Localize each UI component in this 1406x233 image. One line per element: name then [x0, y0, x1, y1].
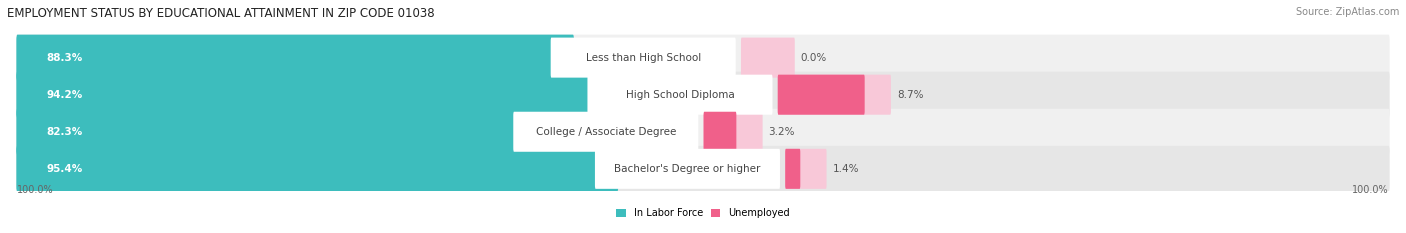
FancyBboxPatch shape: [778, 75, 891, 115]
Text: College / Associate Degree: College / Associate Degree: [536, 127, 676, 137]
Text: High School Diploma: High School Diploma: [626, 90, 734, 100]
Text: Source: ZipAtlas.com: Source: ZipAtlas.com: [1295, 7, 1399, 17]
Text: 88.3%: 88.3%: [46, 53, 83, 63]
FancyBboxPatch shape: [703, 112, 762, 152]
Text: 3.2%: 3.2%: [769, 127, 794, 137]
Text: 100.0%: 100.0%: [1353, 185, 1389, 195]
Text: 95.4%: 95.4%: [46, 164, 83, 174]
FancyBboxPatch shape: [17, 146, 1389, 192]
FancyBboxPatch shape: [17, 35, 1389, 81]
FancyBboxPatch shape: [551, 38, 735, 78]
FancyBboxPatch shape: [513, 112, 699, 152]
FancyBboxPatch shape: [785, 149, 827, 189]
Text: 100.0%: 100.0%: [17, 185, 53, 195]
FancyBboxPatch shape: [703, 112, 737, 152]
FancyBboxPatch shape: [778, 75, 865, 115]
FancyBboxPatch shape: [17, 35, 574, 81]
Text: 1.4%: 1.4%: [832, 164, 859, 174]
Text: EMPLOYMENT STATUS BY EDUCATIONAL ATTAINMENT IN ZIP CODE 01038: EMPLOYMENT STATUS BY EDUCATIONAL ATTAINM…: [7, 7, 434, 20]
Text: 0.0%: 0.0%: [800, 53, 827, 63]
FancyBboxPatch shape: [17, 146, 619, 192]
FancyBboxPatch shape: [588, 75, 772, 115]
Text: 94.2%: 94.2%: [46, 90, 83, 100]
FancyBboxPatch shape: [17, 72, 610, 118]
Legend: In Labor Force, Unemployed: In Labor Force, Unemployed: [612, 204, 794, 222]
FancyBboxPatch shape: [595, 149, 780, 189]
Text: Less than High School: Less than High School: [585, 53, 700, 63]
FancyBboxPatch shape: [17, 72, 1389, 118]
FancyBboxPatch shape: [741, 38, 794, 78]
Text: Bachelor's Degree or higher: Bachelor's Degree or higher: [614, 164, 761, 174]
FancyBboxPatch shape: [785, 149, 800, 189]
Text: 8.7%: 8.7%: [897, 90, 924, 100]
Text: 82.3%: 82.3%: [46, 127, 83, 137]
FancyBboxPatch shape: [17, 109, 537, 155]
FancyBboxPatch shape: [17, 109, 1389, 155]
